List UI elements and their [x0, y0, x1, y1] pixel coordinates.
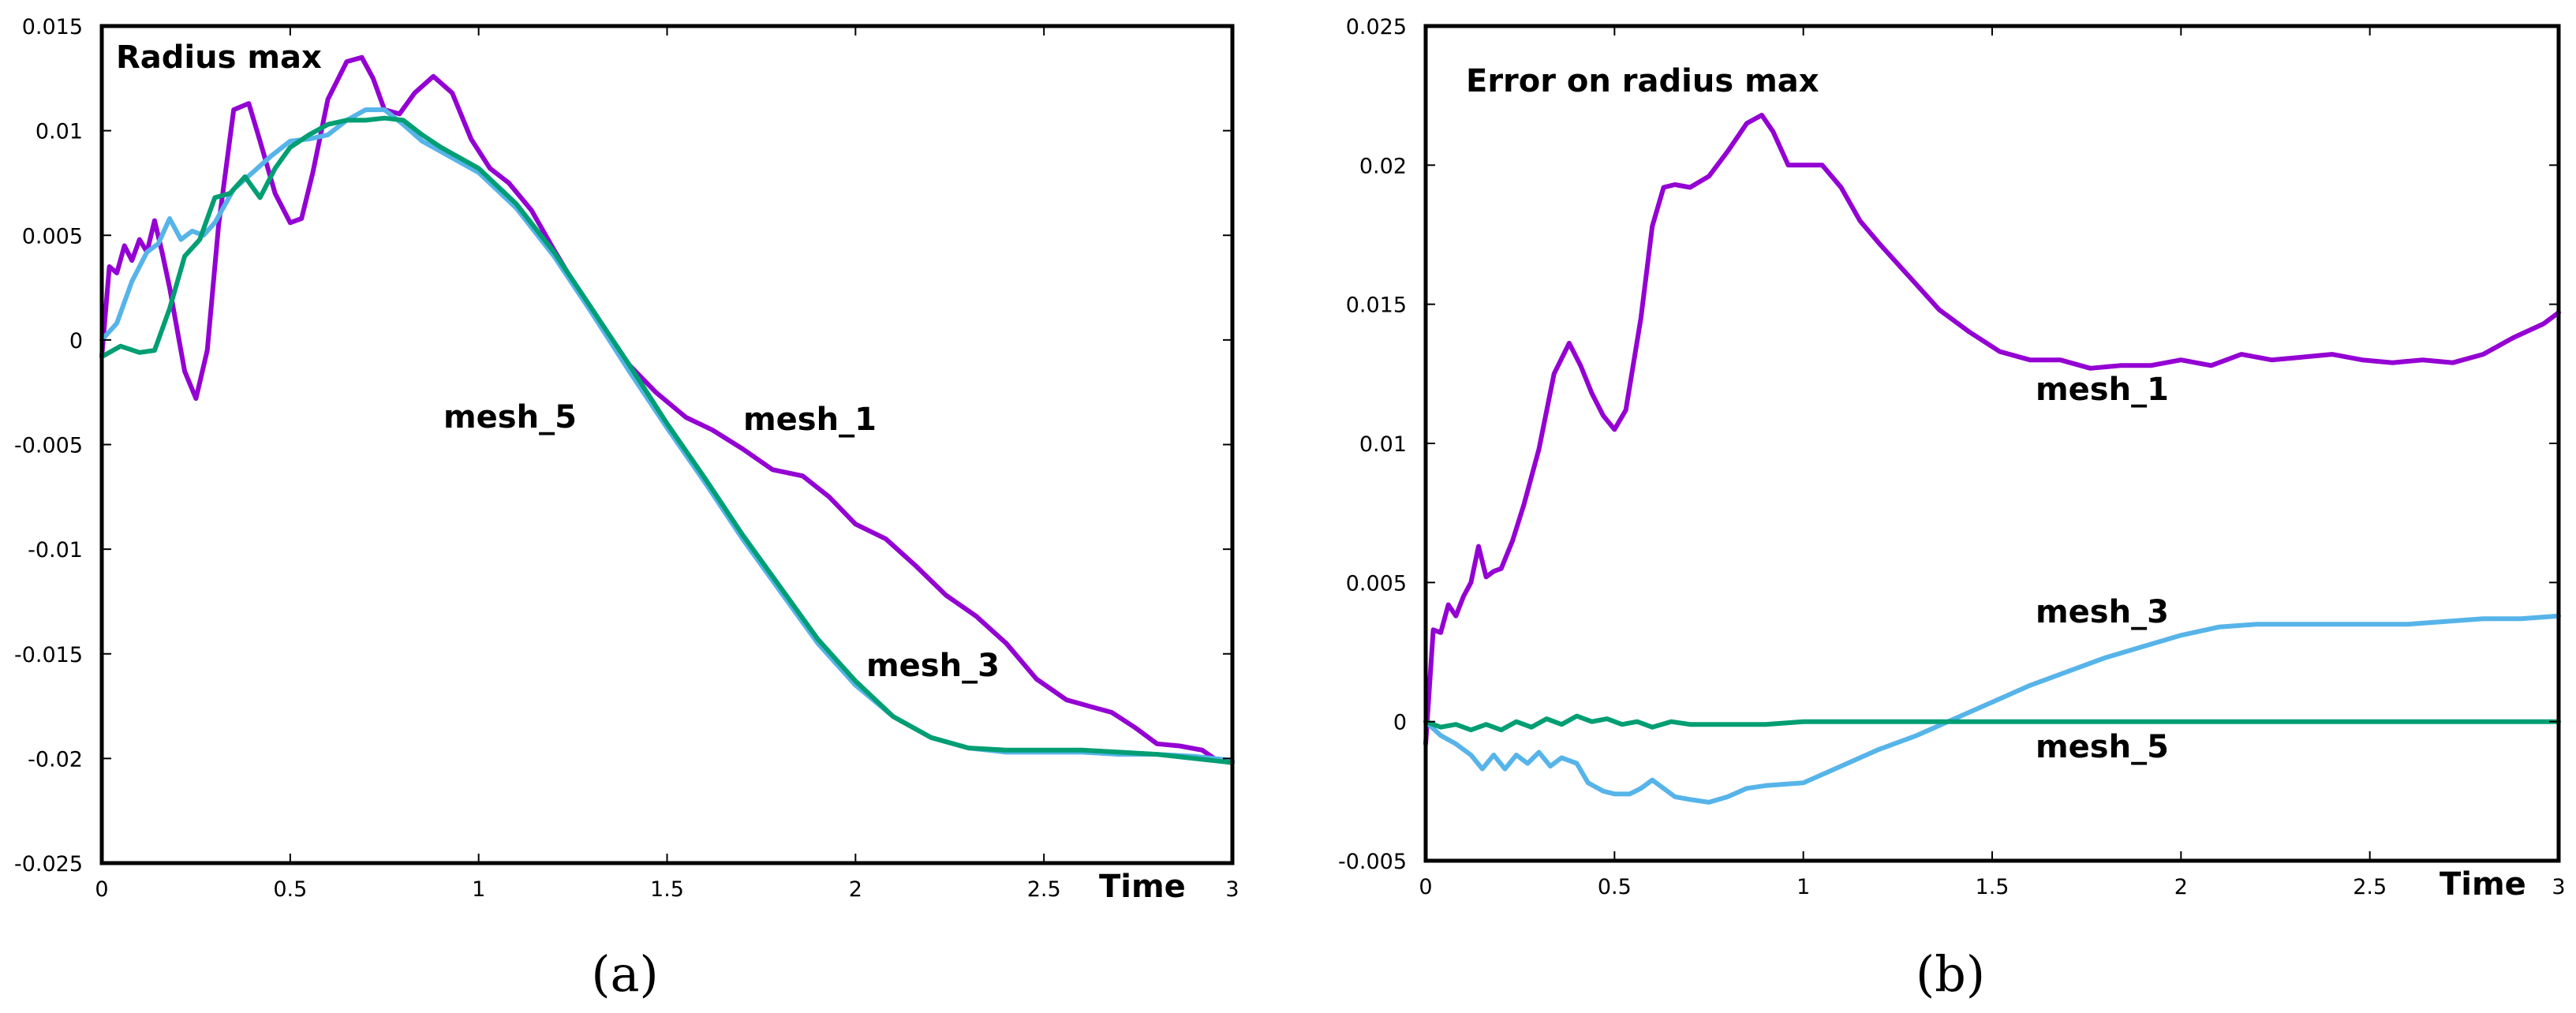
panel-a-title: Radius max [116, 39, 322, 76]
panel-a-x-tick-label: 1 [472, 877, 485, 902]
panel-a-series-mesh-3 [99, 107, 1235, 763]
panel-a-caption: (a) [591, 945, 658, 1003]
panel-b-annotation-mesh-3: mesh_3 [2036, 594, 2169, 630]
panel-a-annotation-mesh-5: mesh_5 [443, 399, 577, 435]
panel-b-plot-frame [1423, 24, 2561, 863]
panel-a-x-tick-label: 0 [95, 877, 108, 902]
panel-a-x-tick-label: 3 [1225, 877, 1239, 902]
panel-a-y-tick-label: 0 [69, 329, 83, 353]
panel-a-y-tick-label: 0.015 [22, 15, 83, 39]
panel-b-title: Error on radius max [1466, 63, 1819, 99]
panel-b-annotation-mesh-5: mesh_5 [2036, 729, 2169, 765]
panel-a-y-tick-label: -0.015 [14, 643, 83, 667]
panel-a-y-tick-label: 0.01 [36, 120, 83, 144]
panel-a-radius-max: 0 0.5 1 1.5 2 2.5 3 -0.025 -0.02 -0.015 -0.01 -0.00… [14, 15, 1239, 1003]
panel-b-x-tick-label: 1 [1796, 875, 1810, 899]
panel-a-y-tick-label: -0.005 [14, 434, 83, 458]
panel-b-series-mesh-5 [1423, 713, 2561, 733]
panel-b-series-mesh-3 [1423, 613, 2561, 805]
panel-a-x-label: Time [1099, 869, 1186, 905]
panel-a-x-tick-label: 2.5 [1027, 877, 1061, 902]
panel-b-x-tick-label: 1.5 [1976, 875, 2010, 899]
panel-b-y-tick-label: -0.005 [1338, 850, 1407, 874]
panel-b-x-tick-label: 0.5 [1598, 875, 1632, 899]
panel-a-plot-frame [99, 24, 1235, 865]
panel-b-x-tick-label: 0 [1419, 875, 1432, 899]
panel-b-x-tick-label: 2 [2174, 875, 2188, 899]
panel-a-y-tick-label: -0.025 [14, 852, 83, 877]
panel-a-series-mesh-5 [99, 115, 1235, 765]
panel-b-y-tick-label: 0.025 [1346, 15, 1407, 39]
panel-a-y-tick-label: -0.02 [28, 747, 83, 772]
panel-a-y-tick-label: 0.005 [22, 224, 83, 249]
panel-a-x-tick-label: 0.5 [273, 877, 307, 902]
panel-b-x-tick-label: 3 [2552, 875, 2565, 899]
panel-b-y-tick-label: 0 [1393, 711, 1407, 735]
panel-a-series-mesh-1 [99, 54, 1235, 765]
panel-a-y-tick-label: -0.01 [28, 538, 83, 563]
panel-b-y-tick-label: 0.01 [1359, 432, 1407, 457]
panel-a-x-tick-label: 2 [849, 877, 862, 902]
panel-b-y-tick-label: 0.015 [1346, 293, 1407, 318]
panel-b-series-mesh-1 [1423, 112, 2561, 746]
panel-a-annotation-mesh-1: mesh_1 [743, 402, 877, 438]
panel-a-annotation-mesh-3: mesh_3 [866, 648, 1000, 684]
panel-b-annotation-mesh-1: mesh_1 [2036, 372, 2169, 408]
panel-b-caption: (b) [1916, 945, 1985, 1003]
panel-b-y-tick-label: 0.02 [1359, 154, 1407, 178]
panel-b-x-label: Time [2440, 866, 2526, 903]
panel-b-error-on-radius-max: 0 0.5 1 1.5 2 2.5 3 -0.005 0 0.005 0.01 0.015 0.02 0.… [1338, 15, 2566, 1003]
panel-a-x-tick-label: 1.5 [650, 877, 684, 902]
panel-b-x-tick-label: 2.5 [2353, 875, 2387, 899]
panel-b-y-tick-label: 0.005 [1346, 571, 1407, 596]
